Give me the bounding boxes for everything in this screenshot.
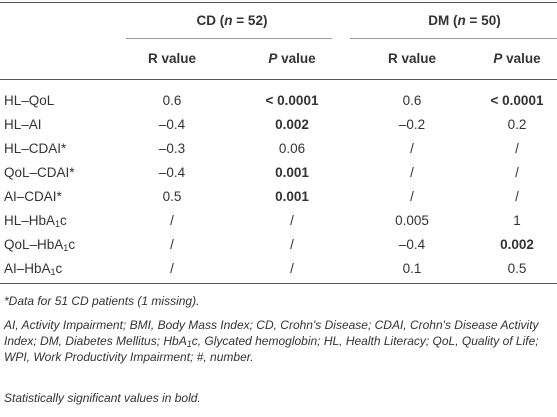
cell: / (515, 141, 519, 156)
row-label: HL–HbA1c (4, 213, 67, 229)
cell: –0.4 (158, 117, 186, 132)
row-label: QoL–CDAI* (4, 165, 75, 181)
cell: < 0.0001 (265, 93, 319, 108)
cell: < 0.0001 (490, 93, 544, 108)
text-segment: value (277, 51, 316, 66)
footnote: AI, Activity Impairment; BMI, Body Mass … (4, 317, 552, 365)
cell: 0.1 (402, 261, 422, 276)
row-label: AI–CDAI* (4, 189, 62, 205)
header-rule (0, 79, 557, 80)
cell: 0.2 (507, 117, 527, 132)
text-segment: P (268, 51, 278, 66)
text-segment: value (502, 51, 541, 66)
text-segment: = 52) (232, 13, 268, 28)
group-rule (350, 38, 557, 39)
cell: 0.6 (162, 93, 182, 108)
cell: –0.4 (158, 165, 186, 180)
cell: / (170, 213, 174, 228)
text-segment: HL–HbA (4, 213, 56, 228)
column-header: R value (388, 51, 436, 67)
cell: 0.005 (395, 213, 429, 228)
text-segment: n (224, 13, 233, 28)
group-header: DM (n = 50) (428, 13, 500, 29)
text-segment: QoL–CDAI* (4, 165, 75, 180)
column-header: R value (148, 51, 196, 67)
text-segment: c, Glycated hemoglobin; HL, Health Liter… (4, 334, 539, 364)
text-segment: *Data for 51 CD patients (1 missing). (4, 294, 200, 308)
text-segment: QoL–HbA (4, 237, 64, 252)
text-segment: CD ( (196, 13, 225, 28)
bottom-rule (0, 283, 557, 284)
cell: –0.4 (398, 237, 426, 252)
text-segment: DM ( (428, 13, 458, 28)
cell: 0.002 (275, 117, 309, 132)
text-segment: 1 (186, 339, 192, 349)
text-segment: 1 (50, 267, 56, 277)
row-label: HL–AI (4, 117, 42, 133)
text-segment: c (68, 237, 76, 252)
cell: / (410, 165, 414, 180)
row-label: AI–HbA1c (4, 261, 62, 277)
text-segment: AI–CDAI* (4, 189, 62, 204)
text-segment: AI, Activity Impairment; BMI, Body Mass … (4, 318, 539, 348)
cell: / (515, 165, 519, 180)
cell: 0.001 (275, 189, 309, 204)
text-segment: P (493, 51, 503, 66)
text-segment: = 50) (465, 13, 501, 28)
cell: 0.5 (162, 189, 182, 204)
text-segment: c (55, 261, 63, 276)
group-header: CD (n = 52) (197, 13, 268, 29)
row-label: HL–QoL (4, 93, 54, 109)
column-header: P value (493, 51, 540, 67)
text-segment: 1 (55, 219, 61, 229)
cell: 1 (513, 213, 521, 228)
text-segment: 1 (63, 243, 69, 253)
cell: –0.2 (398, 117, 426, 132)
cell: / (170, 237, 174, 252)
text-segment: Statistically significant values in bold… (4, 391, 201, 405)
cell: 0.6 (402, 93, 422, 108)
row-label: HL–CDAI* (4, 141, 66, 157)
text-segment: n (457, 13, 466, 28)
cell: / (290, 261, 294, 276)
text-segment: R value (387, 51, 437, 66)
cell: / (170, 261, 174, 276)
group-rule (126, 38, 332, 39)
cell: / (515, 189, 519, 204)
footnote: Statistically significant values in bold… (4, 390, 552, 406)
text-segment: c (60, 213, 67, 228)
top-rule (0, 2, 557, 3)
text-segment: AI–HbA (4, 261, 51, 276)
text-segment: HL–AI (4, 117, 42, 132)
cell: 0.5 (507, 261, 527, 276)
column-header: P value (268, 51, 315, 67)
text-segment: HL–CDAI* (4, 141, 67, 156)
footnote: *Data for 51 CD patients (1 missing). (4, 293, 552, 309)
cell: 0.001 (275, 165, 309, 180)
cell: / (290, 237, 294, 252)
cell: 0.06 (278, 141, 306, 156)
text-segment: HL–QoL (4, 93, 55, 108)
text-segment: R value (147, 51, 197, 66)
cell: / (410, 189, 414, 204)
cell: 0.002 (500, 237, 534, 252)
cell: –0.3 (158, 141, 186, 156)
cell: / (290, 213, 294, 228)
cell: / (410, 141, 414, 156)
row-label: QoL–HbA1c (4, 237, 75, 253)
